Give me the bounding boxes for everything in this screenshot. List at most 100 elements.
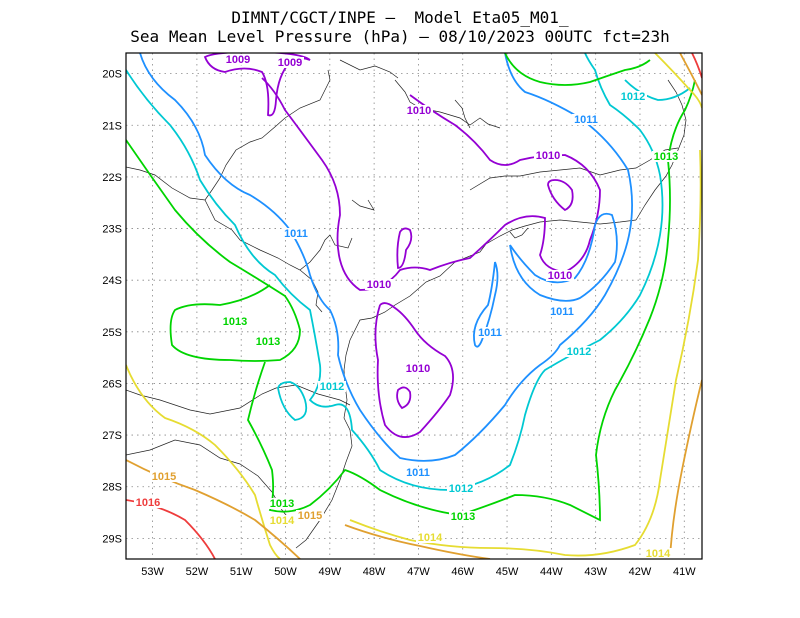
isobar-label-bg bbox=[282, 228, 310, 239]
isobar-label: 1009 bbox=[226, 54, 250, 66]
isobar-label: 1012 bbox=[621, 91, 645, 103]
isobar-1012-pocket bbox=[277, 381, 308, 421]
isobar-1010-cell bbox=[396, 227, 413, 269]
isobar-label-bg bbox=[224, 54, 252, 65]
isobar-label: 1014 bbox=[418, 532, 443, 544]
isobar-label-bg bbox=[365, 279, 393, 290]
isobar-label-bg bbox=[404, 363, 432, 374]
isobar-label: 1010 bbox=[536, 150, 560, 162]
isobar-1010-ne bbox=[547, 179, 574, 212]
isobar-label-bg bbox=[268, 498, 296, 509]
isobar-label-bg bbox=[416, 532, 444, 543]
lon-tick-label: 45W bbox=[496, 566, 519, 578]
latitude-labels: 20S 21S 22S 23S 24S 25S 26S 27S 28S 29S bbox=[102, 69, 122, 546]
longitude-labels: 53W 52W 51W 50W 49W 48W 47W 46W 45W 44W 43W 42W 41W bbox=[141, 566, 696, 578]
lon-tick-label: 48W bbox=[363, 566, 386, 578]
isobar-label-bg bbox=[572, 114, 600, 125]
isobar-label: 1016 bbox=[136, 497, 160, 509]
lat-tick-label: 26S bbox=[102, 378, 122, 390]
isobar-label: 1012 bbox=[320, 381, 344, 393]
isobar-label-bg bbox=[296, 510, 324, 521]
grid-lines bbox=[126, 53, 702, 559]
isobar-label: 1014 bbox=[646, 548, 671, 560]
lon-tick-label: 51W bbox=[230, 566, 253, 578]
lon-tick-label: 41W bbox=[673, 566, 696, 578]
isobar-label-bg bbox=[318, 381, 346, 392]
isobar-label: 1013 bbox=[270, 498, 294, 510]
isobar-label-bg bbox=[619, 91, 647, 102]
isobar-label-bg bbox=[447, 483, 475, 494]
lon-tick-label: 49W bbox=[319, 566, 342, 578]
isobar-label-bg bbox=[276, 57, 304, 68]
isobar-1011-shape bbox=[509, 212, 618, 302]
isobar-label-bg bbox=[476, 327, 504, 338]
isobar-labels: 1009 1009 1010 1010 1010 1010 1010 1011 1011 1011… bbox=[134, 54, 680, 560]
map-title-line2: Sea Mean Level Pressure (hPa) – 08/10/20… bbox=[130, 27, 670, 46]
isobar-label: 1015 bbox=[298, 510, 322, 522]
isobar-label-bg bbox=[254, 336, 282, 347]
isobar-label: 1012 bbox=[567, 346, 591, 358]
isobar-1016-ne bbox=[691, 53, 702, 79]
lon-tick-label: 47W bbox=[407, 566, 430, 578]
isobar-label: 1010 bbox=[548, 270, 572, 282]
isobar-1010-small bbox=[396, 386, 412, 410]
isobar-1015-ne bbox=[679, 53, 702, 96]
isobar-1014-ne bbox=[654, 53, 702, 109]
isobar-label: 1011 bbox=[284, 228, 308, 240]
isobar-label: 1013 bbox=[223, 316, 247, 328]
isobar-1012-ne bbox=[624, 79, 691, 101]
isobar-label-bg bbox=[405, 105, 433, 116]
isobar-label: 1010 bbox=[407, 105, 431, 117]
isobar-1011-inner bbox=[473, 261, 499, 348]
isobar-1014-south bbox=[349, 149, 702, 557]
isobar-label: 1009 bbox=[278, 57, 302, 69]
lat-tick-label: 27S bbox=[102, 430, 122, 442]
isobar-1013 bbox=[126, 139, 301, 362]
lon-tick-label: 52W bbox=[186, 566, 209, 578]
lon-tick-label: 44W bbox=[540, 566, 563, 578]
isobar-label: 1010 bbox=[367, 279, 391, 291]
lat-tick-label: 22S bbox=[102, 172, 122, 184]
isobar-label-bg bbox=[134, 497, 162, 508]
map-title-line1: DIMNT/CGCT/INPE – Model Eta05_M01_ bbox=[231, 8, 569, 27]
isobar-1014 bbox=[126, 364, 281, 559]
isobar-label-bg bbox=[268, 515, 296, 526]
isobar-label: 1012 bbox=[449, 483, 473, 495]
isobar-1013-nw bbox=[504, 53, 651, 86]
lat-tick-label: 29S bbox=[102, 533, 122, 545]
isobar-label: 1011 bbox=[550, 306, 574, 318]
isobar-label-bg bbox=[546, 270, 574, 281]
lon-tick-label: 53W bbox=[141, 566, 164, 578]
isobar-label: 1011 bbox=[406, 467, 430, 479]
lat-tick-label: 23S bbox=[102, 224, 122, 236]
lon-tick-label: 50W bbox=[274, 566, 297, 578]
lon-tick-label: 43W bbox=[584, 566, 607, 578]
isobar-label: 1013 bbox=[451, 511, 475, 523]
isobar-label-bg bbox=[548, 306, 576, 317]
isobar-1010 bbox=[261, 77, 601, 291]
isobar-1010-low bbox=[374, 302, 454, 439]
lat-tick-label: 20S bbox=[102, 69, 122, 81]
isobar-label-bg bbox=[644, 548, 672, 559]
isobar-1015-south bbox=[344, 524, 491, 559]
isobar-label: 1011 bbox=[478, 327, 502, 339]
plot-frame bbox=[125, 52, 703, 560]
isobar-label: 1015 bbox=[152, 471, 176, 483]
lat-tick-label: 28S bbox=[102, 482, 122, 494]
isobar-1009 bbox=[203, 53, 311, 117]
isobar-label-bg bbox=[221, 316, 249, 327]
isobar-1011 bbox=[139, 53, 633, 462]
isobar-1015-east bbox=[669, 379, 702, 559]
isobar-label-bg bbox=[565, 346, 593, 357]
isobar-label: 1013 bbox=[256, 336, 280, 348]
isobars bbox=[126, 53, 702, 559]
isobar-label-bg bbox=[150, 471, 178, 482]
isobar-label-bg bbox=[404, 467, 432, 478]
lon-tick-label: 46W bbox=[451, 566, 474, 578]
isobar-label-bg bbox=[652, 151, 680, 162]
isobar-label-bg bbox=[449, 511, 477, 522]
isobar-label: 1010 bbox=[406, 363, 430, 375]
lat-tick-label: 25S bbox=[102, 327, 122, 339]
isobar-label: 1011 bbox=[574, 114, 598, 126]
lon-tick-label: 42W bbox=[629, 566, 652, 578]
